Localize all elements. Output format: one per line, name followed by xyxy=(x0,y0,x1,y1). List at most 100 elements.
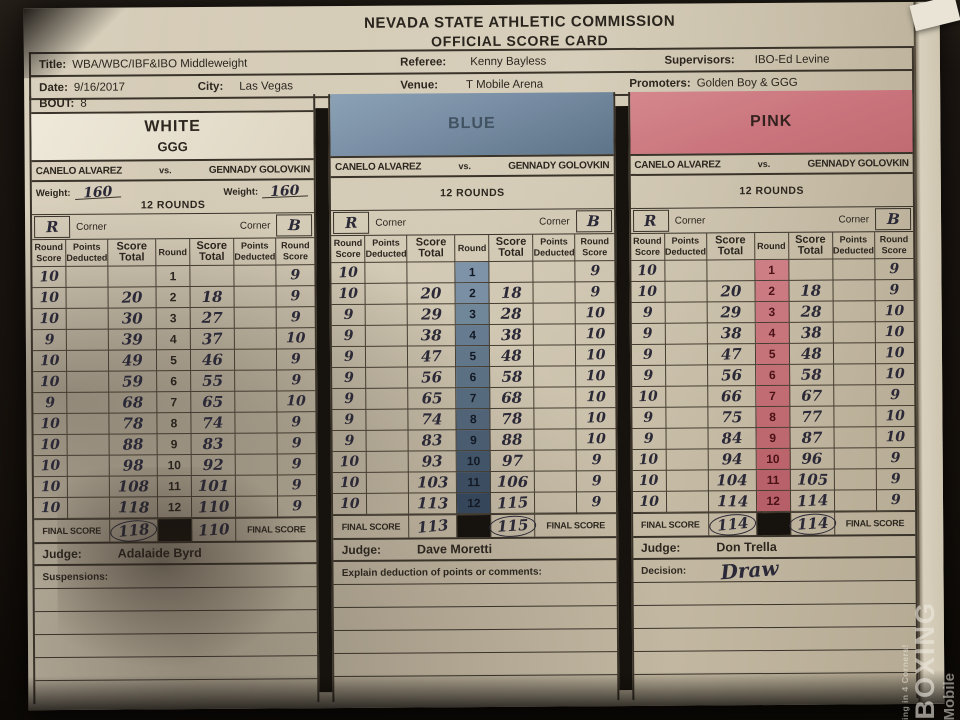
round-score-right: 9 xyxy=(577,471,616,493)
score-total-right-value: 65 xyxy=(202,392,224,412)
round-score-right: 9 xyxy=(876,489,916,512)
score-total-left: 56 xyxy=(408,367,457,389)
round-score-left: 10 xyxy=(332,451,368,474)
score-total-right-value: 38 xyxy=(800,323,822,343)
round-score-left: 9 xyxy=(332,430,367,453)
promoters-value: Golden Boy & GGG xyxy=(696,76,798,90)
round-number-cell: 3 xyxy=(156,308,191,330)
judge-row: Judge: Adalaide Byrd xyxy=(34,542,317,567)
points-deducted-left xyxy=(665,344,708,366)
column-header: Round Score xyxy=(276,238,315,266)
column-header-line: Round xyxy=(633,235,662,246)
score-total-left: 38 xyxy=(707,323,756,345)
round-score-right-value: 10 xyxy=(586,431,606,448)
score-total-right: 114 xyxy=(790,490,835,512)
judge-card-blue: BLUE CANELO ALVAREZ vs. GENNADY GOLOVKIN 12 … xyxy=(328,92,620,703)
column-header-line: Round xyxy=(34,241,64,253)
points-deducted-right xyxy=(234,265,277,287)
judge-name: Dave Moretti xyxy=(416,541,493,557)
score-total-left xyxy=(108,266,157,288)
score-total-right: 18 xyxy=(489,282,534,304)
score-total-right-value: 106 xyxy=(496,472,529,491)
corner-marks-row: R Corner Corner B xyxy=(630,207,914,234)
column-header-line: Round xyxy=(580,236,609,247)
score-total-left-value: 38 xyxy=(720,324,742,343)
score-total-left-value: 56 xyxy=(421,368,443,387)
score-total-left-value: 20 xyxy=(720,282,742,301)
fighter-left-name: CANELO ALVAREZ xyxy=(35,165,122,177)
red-corner-mark: R xyxy=(344,213,359,233)
column-header-line: Total xyxy=(418,247,444,260)
weight-label: Weight: xyxy=(223,186,259,198)
points-deducted-left xyxy=(367,493,410,515)
points-deducted-right xyxy=(235,433,278,455)
judge-label: Judge: xyxy=(640,540,681,555)
city-label: City: xyxy=(197,80,224,93)
column-header-line: Total xyxy=(717,245,744,258)
judge-label: Judge: xyxy=(341,542,382,557)
vs-label: vs. xyxy=(757,158,771,170)
round-score-right-value: 10 xyxy=(286,393,307,410)
round-number: 2 xyxy=(169,290,177,305)
round-score-right-value: 9 xyxy=(890,387,901,404)
round-number-cell: 8 xyxy=(756,406,791,429)
round-number: 10 xyxy=(766,451,780,467)
points-deducted-left xyxy=(665,323,708,345)
round-number: 5 xyxy=(768,346,776,362)
round-number-cell: 1 xyxy=(455,261,490,284)
round-score-left: 10 xyxy=(32,350,68,373)
column-header: Round xyxy=(754,232,789,261)
score-total-left-value: 98 xyxy=(122,456,144,475)
score-total-left: 113 xyxy=(409,493,458,515)
round-score-left-value: 9 xyxy=(343,348,354,366)
round-score-right: 9 xyxy=(276,349,316,371)
score-total-left-value: 75 xyxy=(721,408,743,427)
points-deducted-right xyxy=(235,496,279,518)
score-total-left-value: 56 xyxy=(720,366,742,385)
rounds-label: 12 ROUNDS xyxy=(440,186,505,200)
score-total-left-value: 20 xyxy=(420,284,443,303)
points-deducted-right xyxy=(235,370,278,392)
final-score-left: 114 xyxy=(707,511,757,537)
round-score-right-value: 9 xyxy=(589,263,600,280)
vs-label: vs. xyxy=(159,165,172,176)
round-number-cell: 12 xyxy=(457,492,492,515)
blue-corner-mark: B xyxy=(886,209,900,229)
score-total-left: 49 xyxy=(108,350,158,372)
round-number: 3 xyxy=(768,304,776,320)
panel-subtitle-ggg: GGG xyxy=(157,139,188,155)
final-score-row: FINAL SCORE 114 114 FINAL SCORE xyxy=(632,510,916,538)
points-deducted-right xyxy=(534,366,577,388)
round-number-cell: 1 xyxy=(754,259,790,282)
column-header-line: Round xyxy=(879,234,909,245)
blank-rule-line xyxy=(633,626,917,652)
score-total-left: 98 xyxy=(109,455,158,477)
score-total-left: 38 xyxy=(408,325,457,347)
round-score-right: 10 xyxy=(875,342,915,365)
round-number: 5 xyxy=(170,353,177,368)
points-deducted-left xyxy=(66,308,109,330)
round-number: 11 xyxy=(766,472,780,488)
supervisors-label: Supervisors: xyxy=(664,53,735,67)
round-score-right: 9 xyxy=(875,279,914,302)
red-corner-mark: R xyxy=(644,211,658,231)
score-rows: 10 1 9 10 20 2 18 9 10 30 3 27 9 9 39 4 37 10 10 49 5 46 9 10 59… xyxy=(32,265,317,520)
score-total-right: 28 xyxy=(789,301,834,323)
score-total-right-value: 37 xyxy=(201,329,224,349)
round-score-right-value: 9 xyxy=(591,473,602,490)
blank-rule-line xyxy=(334,629,617,655)
round-score-right: 9 xyxy=(875,384,915,407)
score-total-left: 94 xyxy=(708,449,757,471)
score-total-left-value: 84 xyxy=(720,428,743,448)
round-score-left-value: 10 xyxy=(38,268,59,286)
round-number-cell: 9 xyxy=(157,434,192,456)
points-deducted-right xyxy=(533,261,576,283)
points-deducted-right xyxy=(834,448,877,470)
score-total-left: 39 xyxy=(108,329,157,351)
column-header-line: Deducted xyxy=(234,251,276,262)
photo-corner-shadow xyxy=(23,7,145,79)
round-score-right: 9 xyxy=(277,412,316,434)
round-number-cell: 1 xyxy=(156,266,191,288)
corner-label: Corner xyxy=(375,217,407,229)
score-total-right: 77 xyxy=(790,406,835,428)
